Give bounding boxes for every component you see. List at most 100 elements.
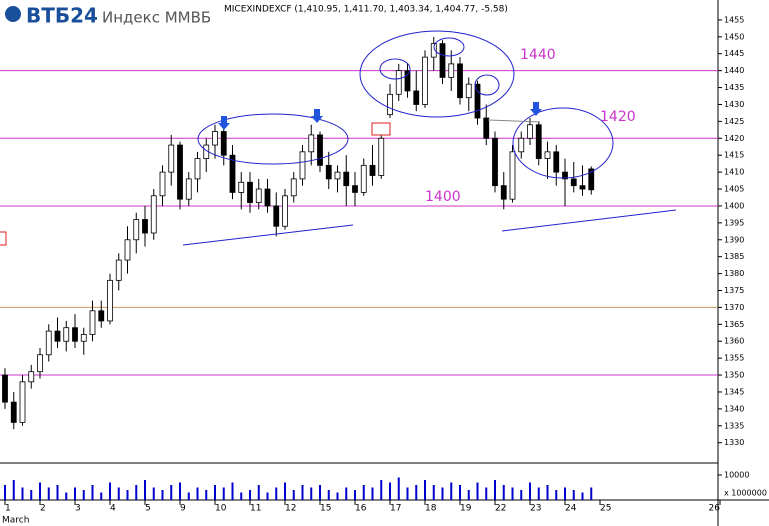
ohlc-header: MICEXINDEXCF (1,410.95, 1,411.70, 1,403.…: [224, 5, 508, 15]
candle-body: [63, 327, 70, 342]
candle-body: [150, 195, 157, 234]
candle-body: [457, 63, 463, 99]
candle-body: [159, 171, 166, 197]
candle-body: [89, 310, 96, 335]
ellipse: [197, 113, 349, 165]
x-tick-label: 25: [600, 504, 611, 514]
candle-body: [142, 219, 148, 234]
trend-line: [487, 119, 541, 123]
ellipse: [474, 74, 500, 96]
x-tick-label: 17: [390, 504, 401, 514]
logo-bg: [0, 0, 212, 36]
candle-body: [168, 144, 175, 173]
y-tick-label: 1335: [724, 421, 744, 430]
ellipse: [379, 58, 411, 80]
candle-body: [37, 354, 43, 373]
y-tick-label: 1380: [724, 269, 744, 278]
candle-body: [80, 334, 87, 342]
candle-body: [107, 279, 113, 322]
candle-body: [544, 151, 551, 159]
candle-body: [343, 171, 350, 187]
marker: [0, 231, 7, 246]
y-tick-label: 1390: [724, 235, 744, 244]
y-tick-label: 1430: [724, 100, 744, 109]
x-tick-label: 16: [355, 504, 367, 514]
candle-body: [124, 239, 131, 261]
volume-tick-label: 10000: [724, 471, 749, 480]
y-tick-label: 1455: [724, 15, 744, 24]
candle-body: [404, 70, 411, 92]
candle-body: [133, 219, 140, 241]
candle-body: [177, 144, 183, 200]
y-tick-label: 1425: [724, 117, 744, 126]
candle-body: [299, 151, 306, 180]
y-tick-label: 1420: [724, 134, 744, 143]
annotation: 1440: [520, 47, 556, 63]
y-tick-label: 1360: [724, 337, 744, 346]
x-tick-label: 9: [180, 504, 186, 514]
candle-body: [45, 330, 52, 356]
brand: ВТБ24: [26, 4, 98, 28]
candle-body: [220, 131, 227, 156]
candle-body: [422, 56, 428, 105]
candle-body: [518, 137, 525, 153]
candle-body: [98, 310, 105, 322]
candle-body: [553, 151, 560, 173]
candle-body: [492, 137, 498, 187]
x-tick-label: 23: [530, 504, 541, 514]
x-tick-label: 24: [565, 504, 577, 514]
candle-body: [255, 188, 262, 203]
y-tick-label: 1375: [724, 286, 744, 295]
candle-body: [579, 185, 586, 190]
y-tick-label: 1450: [724, 32, 744, 41]
candle-body: [439, 43, 446, 78]
y-tick-label: 1405: [724, 185, 744, 194]
candle-body: [317, 134, 323, 166]
candle-body: [588, 168, 595, 191]
y-tick-label: 1355: [724, 354, 744, 363]
y-tick-label: 1385: [724, 252, 744, 261]
candle-body: [115, 259, 122, 281]
x-tick-label: 15: [320, 504, 331, 514]
x-tick-label: 4: [110, 504, 116, 514]
candle-body: [483, 117, 490, 139]
candle-body: [19, 381, 26, 423]
candle-body: [413, 90, 420, 105]
candle-body: [325, 164, 332, 180]
x-tick-label: 26: [709, 504, 721, 514]
x-tick-label: 18: [425, 504, 437, 514]
candle-body: [238, 181, 245, 193]
marker: [371, 122, 391, 136]
ellipse: [433, 37, 465, 57]
candle-body: [282, 195, 288, 227]
candle-body: [273, 205, 280, 227]
candle-body: [72, 327, 78, 342]
y-tick-label: 1340: [724, 404, 744, 413]
candle-body: [54, 330, 61, 342]
candle-body: [10, 401, 17, 423]
x-tick-label: 1: [5, 504, 11, 514]
logo-icon: [5, 6, 21, 22]
y-tick-label: 1395: [724, 218, 744, 227]
x-tick-label: 10: [215, 504, 227, 514]
x-tick-label: 19: [460, 504, 472, 514]
y-tick-label: 1445: [724, 49, 744, 58]
candle-body: [474, 83, 481, 119]
volume-unit: x 1000000: [724, 489, 767, 498]
candle-body: [527, 124, 533, 139]
candle-body: [264, 188, 271, 207]
candle-body: [2, 374, 8, 403]
trend-line: [501, 209, 677, 232]
candle-body: [395, 70, 402, 95]
candle-body: [535, 124, 542, 159]
y-tick-label: 1440: [724, 66, 744, 75]
x-tick-label: 5: [145, 504, 151, 514]
y-tick-label: 1410: [724, 168, 744, 177]
x-tick-label: 2: [40, 504, 46, 514]
y-tick-label: 1435: [724, 83, 744, 92]
candle-body: [570, 178, 577, 187]
y-tick-label: 1365: [724, 320, 744, 329]
annotation: 1420: [600, 109, 636, 125]
